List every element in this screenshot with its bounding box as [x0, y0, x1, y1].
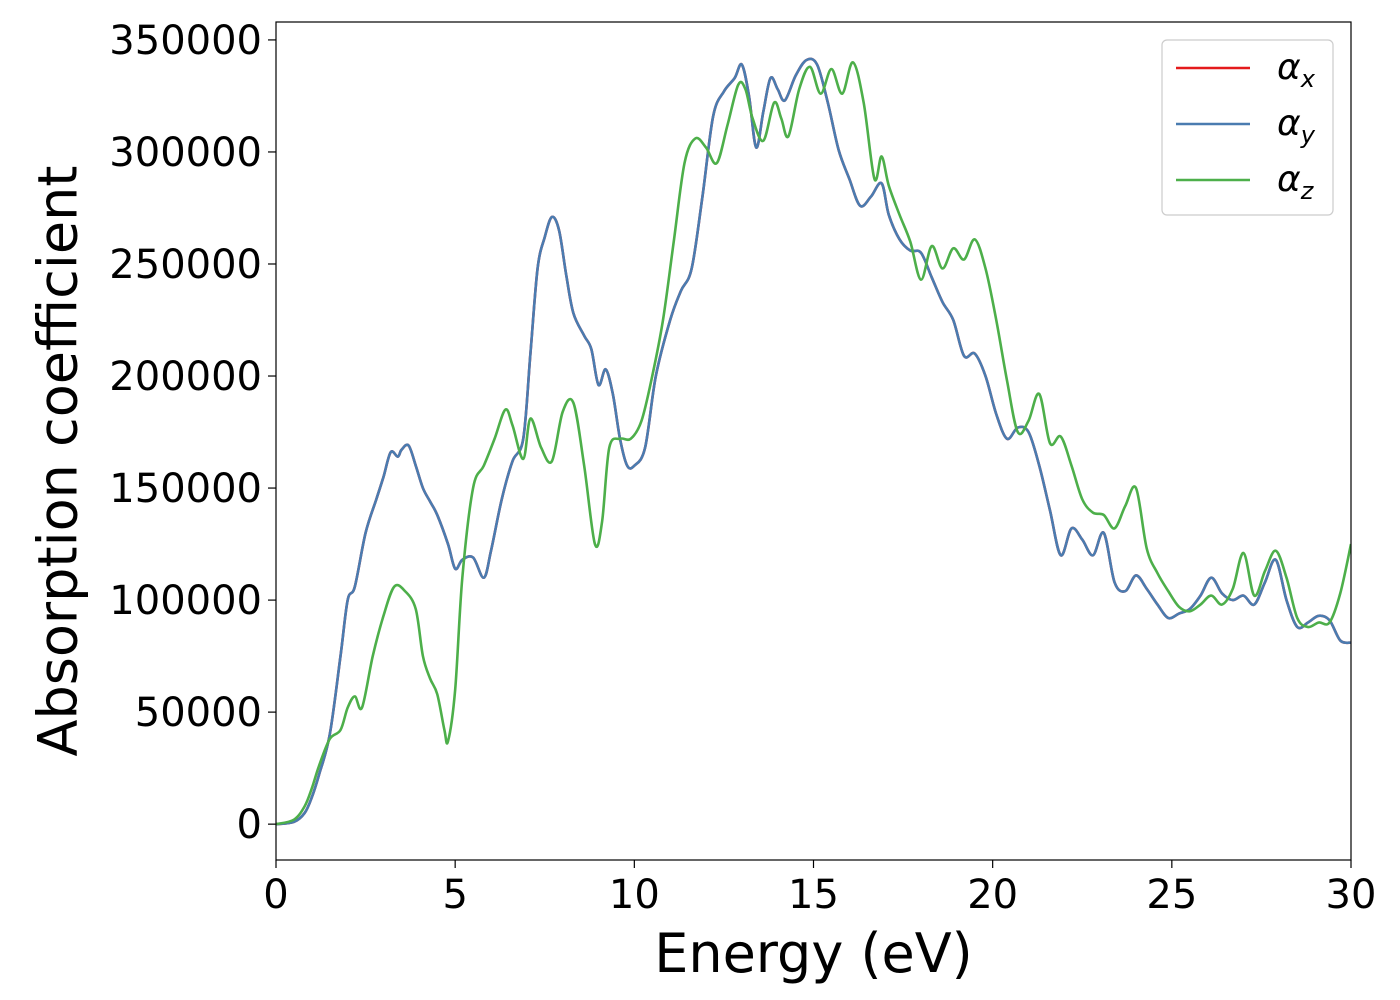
- y-tick-label: 250000: [109, 242, 262, 288]
- x-tick-label: 5: [442, 872, 467, 918]
- legend-label-alpha-z: αz: [1277, 159, 1315, 205]
- x-tick-label: 20: [967, 872, 1018, 918]
- y-tick-label: 100000: [109, 578, 262, 624]
- series-line-alpha-z: [276, 61, 1351, 826]
- y-tick-label: 150000: [109, 466, 262, 512]
- x-axis-ticks: 0 5 10 15 20 25 30: [263, 860, 1376, 918]
- legend-label-alpha-y: αy: [1277, 103, 1316, 149]
- y-tick-label: 200000: [109, 354, 262, 400]
- x-axis-label: Energy (eV): [654, 922, 973, 985]
- y-tick-label: 0: [237, 802, 262, 848]
- series-line-alpha-y: [276, 57, 1351, 826]
- x-tick-label: 15: [788, 872, 839, 918]
- legend: αx αy αz: [1161, 39, 1334, 216]
- y-axis-ticks: 0 50000 100000 150000 200000 250000 300000 3500…: [109, 18, 276, 848]
- series-lines: [276, 57, 1351, 826]
- y-tick-label: 350000: [109, 18, 262, 64]
- y-tick-label: 50000: [135, 690, 262, 736]
- x-tick-label: 30: [1326, 872, 1377, 918]
- legend-label-alpha-x: αx: [1277, 47, 1316, 93]
- x-tick-label: 25: [1146, 872, 1197, 918]
- x-tick-label: 10: [609, 872, 660, 918]
- legend-box: [1161, 39, 1334, 216]
- x-tick-label: 0: [263, 872, 288, 918]
- y-tick-label: 300000: [109, 130, 262, 176]
- y-axis-label: Absorption coefficient: [27, 166, 90, 757]
